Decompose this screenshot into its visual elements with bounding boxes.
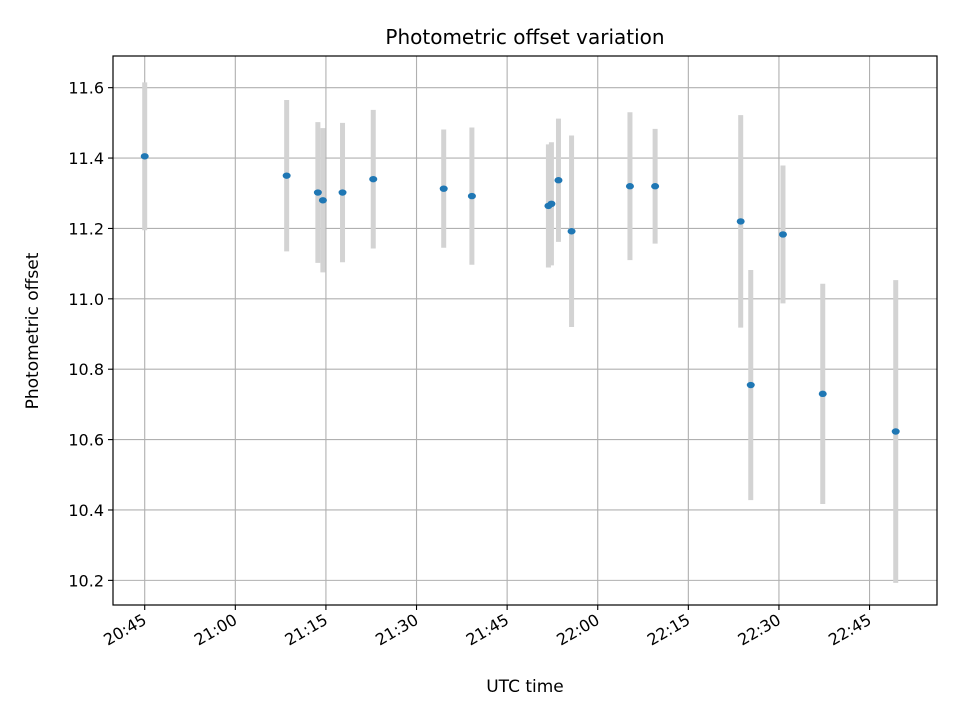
data-point	[369, 175, 378, 183]
data-point	[651, 183, 660, 190]
data-point	[818, 390, 827, 398]
y-tick-label: 10.6	[68, 431, 104, 450]
data-point	[736, 218, 745, 225]
y-tick-label: 10.2	[68, 571, 104, 590]
chart-title: Photometric offset variation	[385, 25, 664, 49]
y-tick-label: 10.8	[68, 360, 104, 379]
grid	[113, 56, 937, 605]
data-point	[554, 177, 563, 184]
y-axis-ticks: 10.2 10.4 10.6 10.8 11.0 11.2 11.4 11.6	[68, 79, 113, 590]
data-points	[140, 153, 900, 435]
data-point	[439, 185, 448, 192]
y-tick-label: 10.4	[68, 501, 104, 520]
data-point	[467, 192, 476, 200]
data-point	[338, 189, 347, 196]
y-axis-title: Photometric offset	[23, 252, 43, 409]
data-point	[318, 197, 327, 204]
data-point	[567, 228, 576, 235]
data-point	[282, 172, 291, 179]
data-point	[778, 231, 787, 238]
data-point	[891, 428, 900, 435]
data-point	[140, 153, 149, 160]
data-point	[746, 381, 755, 389]
y-tick-label: 11.2	[68, 219, 104, 238]
y-tick-label: 11.6	[68, 79, 104, 98]
y-tick-label: 11.0	[68, 290, 104, 309]
x-axis-title: UTC time	[486, 677, 564, 697]
y-tick-label: 11.4	[68, 149, 104, 168]
data-point	[625, 183, 634, 190]
data-point	[313, 189, 322, 196]
data-point	[547, 200, 556, 208]
plot-frame	[112, 55, 938, 606]
